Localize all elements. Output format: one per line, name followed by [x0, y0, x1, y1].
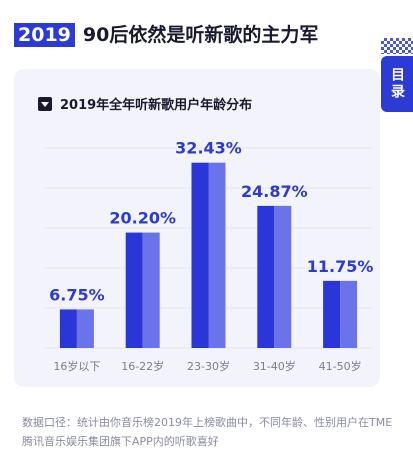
bar-highlight [142, 232, 160, 348]
checker-decoration [381, 38, 413, 54]
chart-title-row: 2019年全年听新歌用户年龄分布 [38, 94, 252, 113]
x-tick-label: 16-22岁 [121, 359, 164, 373]
x-tick-label: 41-50岁 [319, 359, 362, 373]
data-label: 32.43% [175, 139, 242, 158]
x-tick-label: 16岁以下 [53, 359, 100, 373]
bar-group: 11.75% 41-50岁 [307, 257, 374, 373]
x-tick-label: 23-30岁 [187, 359, 230, 373]
year-badge: 2019 [14, 23, 75, 47]
x-tick-label: 31-40岁 [253, 359, 296, 373]
bar [59, 309, 77, 348]
bar-highlight [340, 280, 358, 348]
bar-group: 32.43% 23-30岁 [175, 139, 242, 373]
bar [257, 205, 275, 348]
page-title: 90后依然是听新歌的主力军 [82, 24, 319, 46]
dropdown-icon [38, 96, 52, 111]
bar-highlight [76, 309, 94, 348]
data-label: 24.87% [241, 182, 308, 201]
bar-highlight [208, 162, 226, 348]
bar [323, 280, 341, 348]
footer-note: 数据口径：统计由你音乐榜2019年上榜歌曲中，不同年龄、性别用户在TME腾讯音乐… [22, 416, 393, 448]
bar-highlight [274, 205, 292, 348]
page-header: 2019 90后依然是听新歌的主力军 [14, 22, 318, 48]
data-label: 6.75% [49, 285, 105, 304]
data-label: 11.75% [307, 257, 374, 276]
bar-group: 6.75% 16岁以下 [49, 285, 105, 373]
toc-tab-button[interactable]: 目录 [381, 56, 413, 112]
chart-title: 2019年全年听新歌用户年龄分布 [60, 98, 253, 113]
bar-group: 20.20% 16-22岁 [109, 209, 176, 373]
bar [125, 232, 143, 348]
bar-group: 24.87% 31-40岁 [241, 182, 308, 373]
bar [191, 162, 209, 348]
data-label: 20.20% [109, 209, 176, 228]
